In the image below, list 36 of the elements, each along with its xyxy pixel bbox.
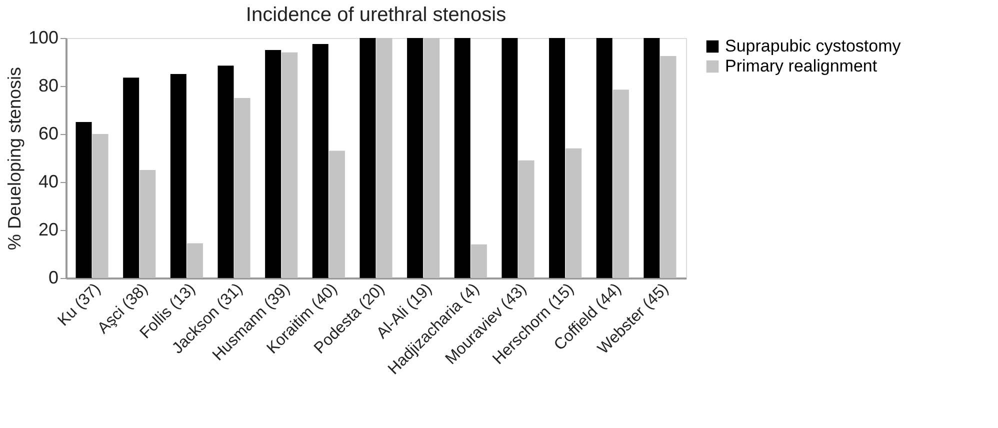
bar <box>454 38 470 278</box>
y-tick-label: 60 <box>38 124 58 144</box>
bar <box>92 134 108 278</box>
bar <box>312 44 328 278</box>
bar <box>234 98 250 278</box>
bar <box>596 38 612 278</box>
bar <box>424 38 440 278</box>
bar <box>470 244 487 278</box>
y-tick-label: 0 <box>48 268 58 288</box>
chart-title: Incidence of urethral stenosis <box>246 4 506 26</box>
bar <box>76 122 92 278</box>
y-tick-label: 40 <box>38 172 58 192</box>
bar <box>549 38 566 278</box>
bar <box>518 160 534 278</box>
y-tick-label: 100 <box>28 28 58 48</box>
legend-label: Primary realignment <box>725 56 878 76</box>
bar <box>660 56 676 278</box>
bar <box>644 38 660 278</box>
y-axis-title: % Deueloping stenosis <box>4 66 24 250</box>
bar <box>360 38 376 278</box>
bar <box>282 52 298 278</box>
bar <box>123 78 140 278</box>
bar <box>407 38 424 278</box>
y-tick-label: 20 <box>38 220 58 240</box>
bar <box>186 243 203 278</box>
bar <box>566 148 582 278</box>
bar <box>612 90 629 278</box>
bar <box>502 38 518 278</box>
y-tick-label: 80 <box>38 76 58 96</box>
legend-label: Suprapubic cystostomy <box>725 36 902 56</box>
bar <box>376 38 392 278</box>
bar <box>170 74 186 278</box>
bar <box>218 66 234 278</box>
bar <box>328 150 345 278</box>
bar <box>265 50 282 278</box>
bar <box>140 170 156 278</box>
